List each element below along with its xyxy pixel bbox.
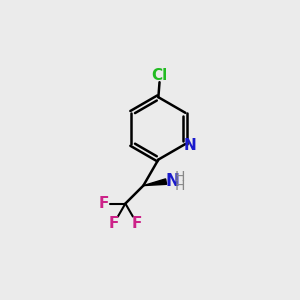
Text: N: N [165, 172, 179, 190]
Text: H: H [175, 179, 185, 193]
Text: F: F [132, 215, 142, 230]
Polygon shape [143, 179, 167, 186]
Text: N: N [184, 138, 197, 153]
Text: F: F [109, 215, 119, 230]
Text: H: H [175, 170, 185, 184]
Text: Cl: Cl [152, 68, 168, 83]
Text: F: F [99, 196, 109, 211]
